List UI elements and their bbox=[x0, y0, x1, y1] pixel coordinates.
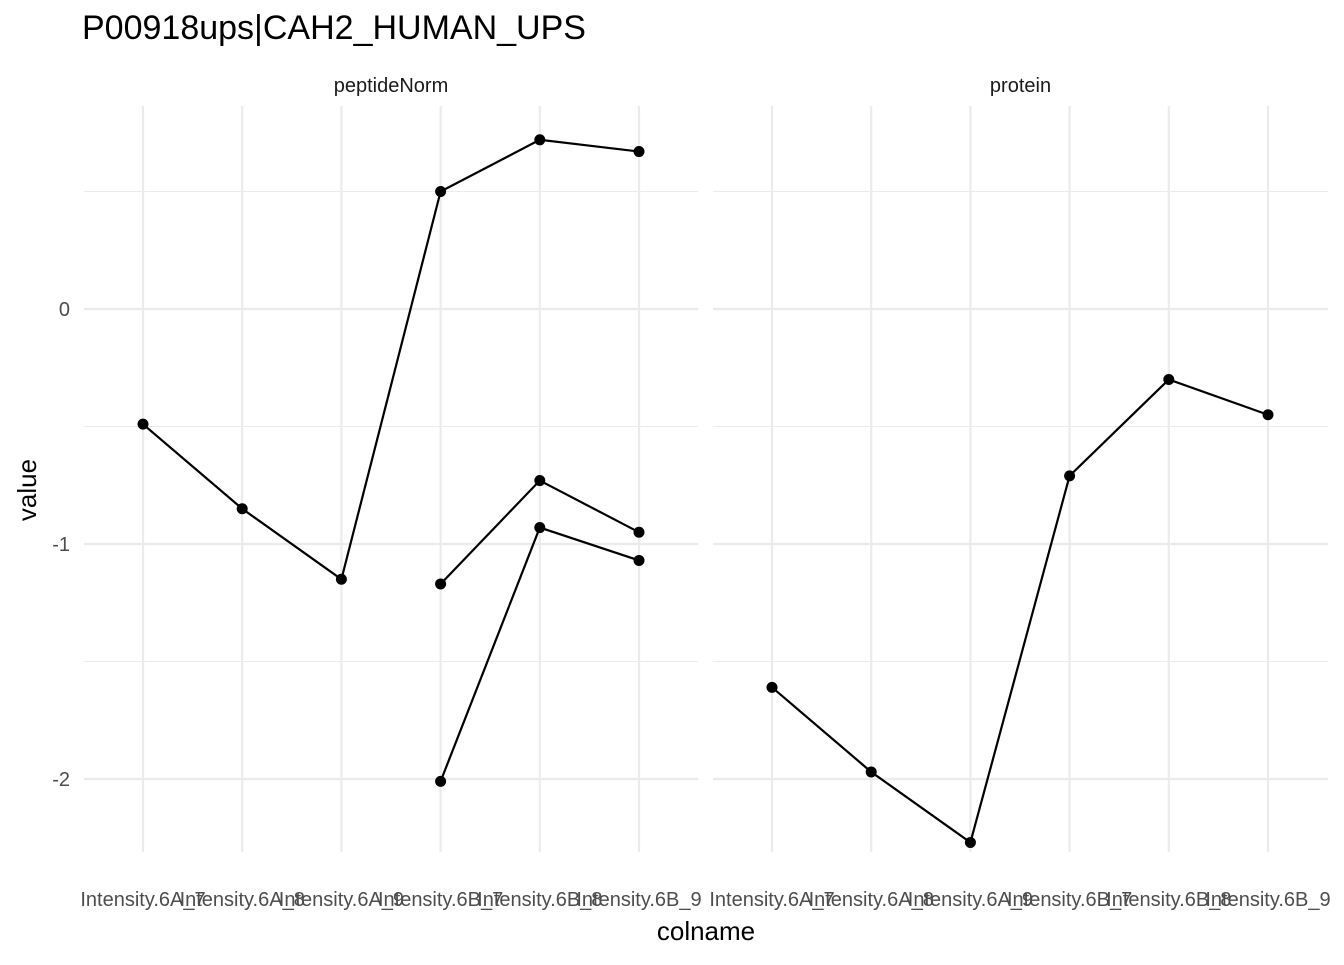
x-tick-label: Intensity.6B_7 bbox=[378, 889, 503, 911]
data-point bbox=[633, 554, 645, 566]
chart-title: P00918ups|CAH2_HUMAN_UPS bbox=[82, 9, 586, 47]
data-point bbox=[435, 186, 447, 197]
x-axis-title: colname bbox=[657, 916, 755, 946]
y-tick-label: -1 bbox=[52, 534, 70, 556]
x-tick-label: Intensity.6A_9 bbox=[908, 889, 1033, 911]
data-point bbox=[633, 526, 645, 538]
x-tick-label: Intensity.6B_9 bbox=[1205, 889, 1330, 911]
y-tick-label: 0 bbox=[59, 299, 70, 321]
data-point bbox=[865, 766, 877, 778]
data-point bbox=[236, 503, 248, 515]
data-point bbox=[435, 775, 447, 787]
data-point bbox=[534, 522, 546, 534]
data-point bbox=[435, 578, 447, 590]
x-tick-label: Intensity.6B_8 bbox=[477, 889, 602, 911]
data-point bbox=[335, 573, 347, 585]
facet-label-protein: protein bbox=[990, 75, 1051, 97]
data-point bbox=[534, 475, 546, 487]
y-tick-label: -2 bbox=[52, 769, 70, 791]
x-tick-label: Intensity.6A_9 bbox=[279, 889, 404, 911]
series-line bbox=[771, 378, 1269, 845]
data-point bbox=[1064, 470, 1076, 482]
facet-panels: 0-1-2peptideNormIntensity.6A_7Intensity.… bbox=[52, 75, 1330, 911]
data-point bbox=[766, 681, 778, 693]
x-tick-label: Intensity.6A_7 bbox=[709, 889, 834, 911]
data-point bbox=[1163, 374, 1175, 385]
series-line bbox=[142, 138, 640, 582]
x-tick-label: Intensity.6A_8 bbox=[180, 889, 305, 911]
x-tick-label: Intensity.6B_7 bbox=[1007, 889, 1132, 911]
x-tick-label: Intensity.6B_8 bbox=[1106, 889, 1231, 911]
data-point bbox=[137, 418, 149, 430]
data-point bbox=[964, 836, 976, 848]
y-axis-title: value bbox=[12, 459, 42, 521]
x-tick-label: Intensity.6B_9 bbox=[576, 889, 701, 911]
x-tick-label: Intensity.6A_8 bbox=[809, 889, 934, 911]
x-tick-label: Intensity.6A_7 bbox=[80, 889, 205, 911]
facet-panel-protein: proteinIntensity.6A_7Intensity.6A_8Inten… bbox=[709, 75, 1330, 911]
data-point bbox=[534, 134, 546, 146]
data-point bbox=[1262, 409, 1274, 421]
facet-panel-peptideNorm: peptideNormIntensity.6A_7Intensity.6A_8I… bbox=[80, 75, 701, 911]
facet-label-peptideNorm: peptideNorm bbox=[334, 75, 449, 97]
data-point bbox=[633, 146, 645, 158]
